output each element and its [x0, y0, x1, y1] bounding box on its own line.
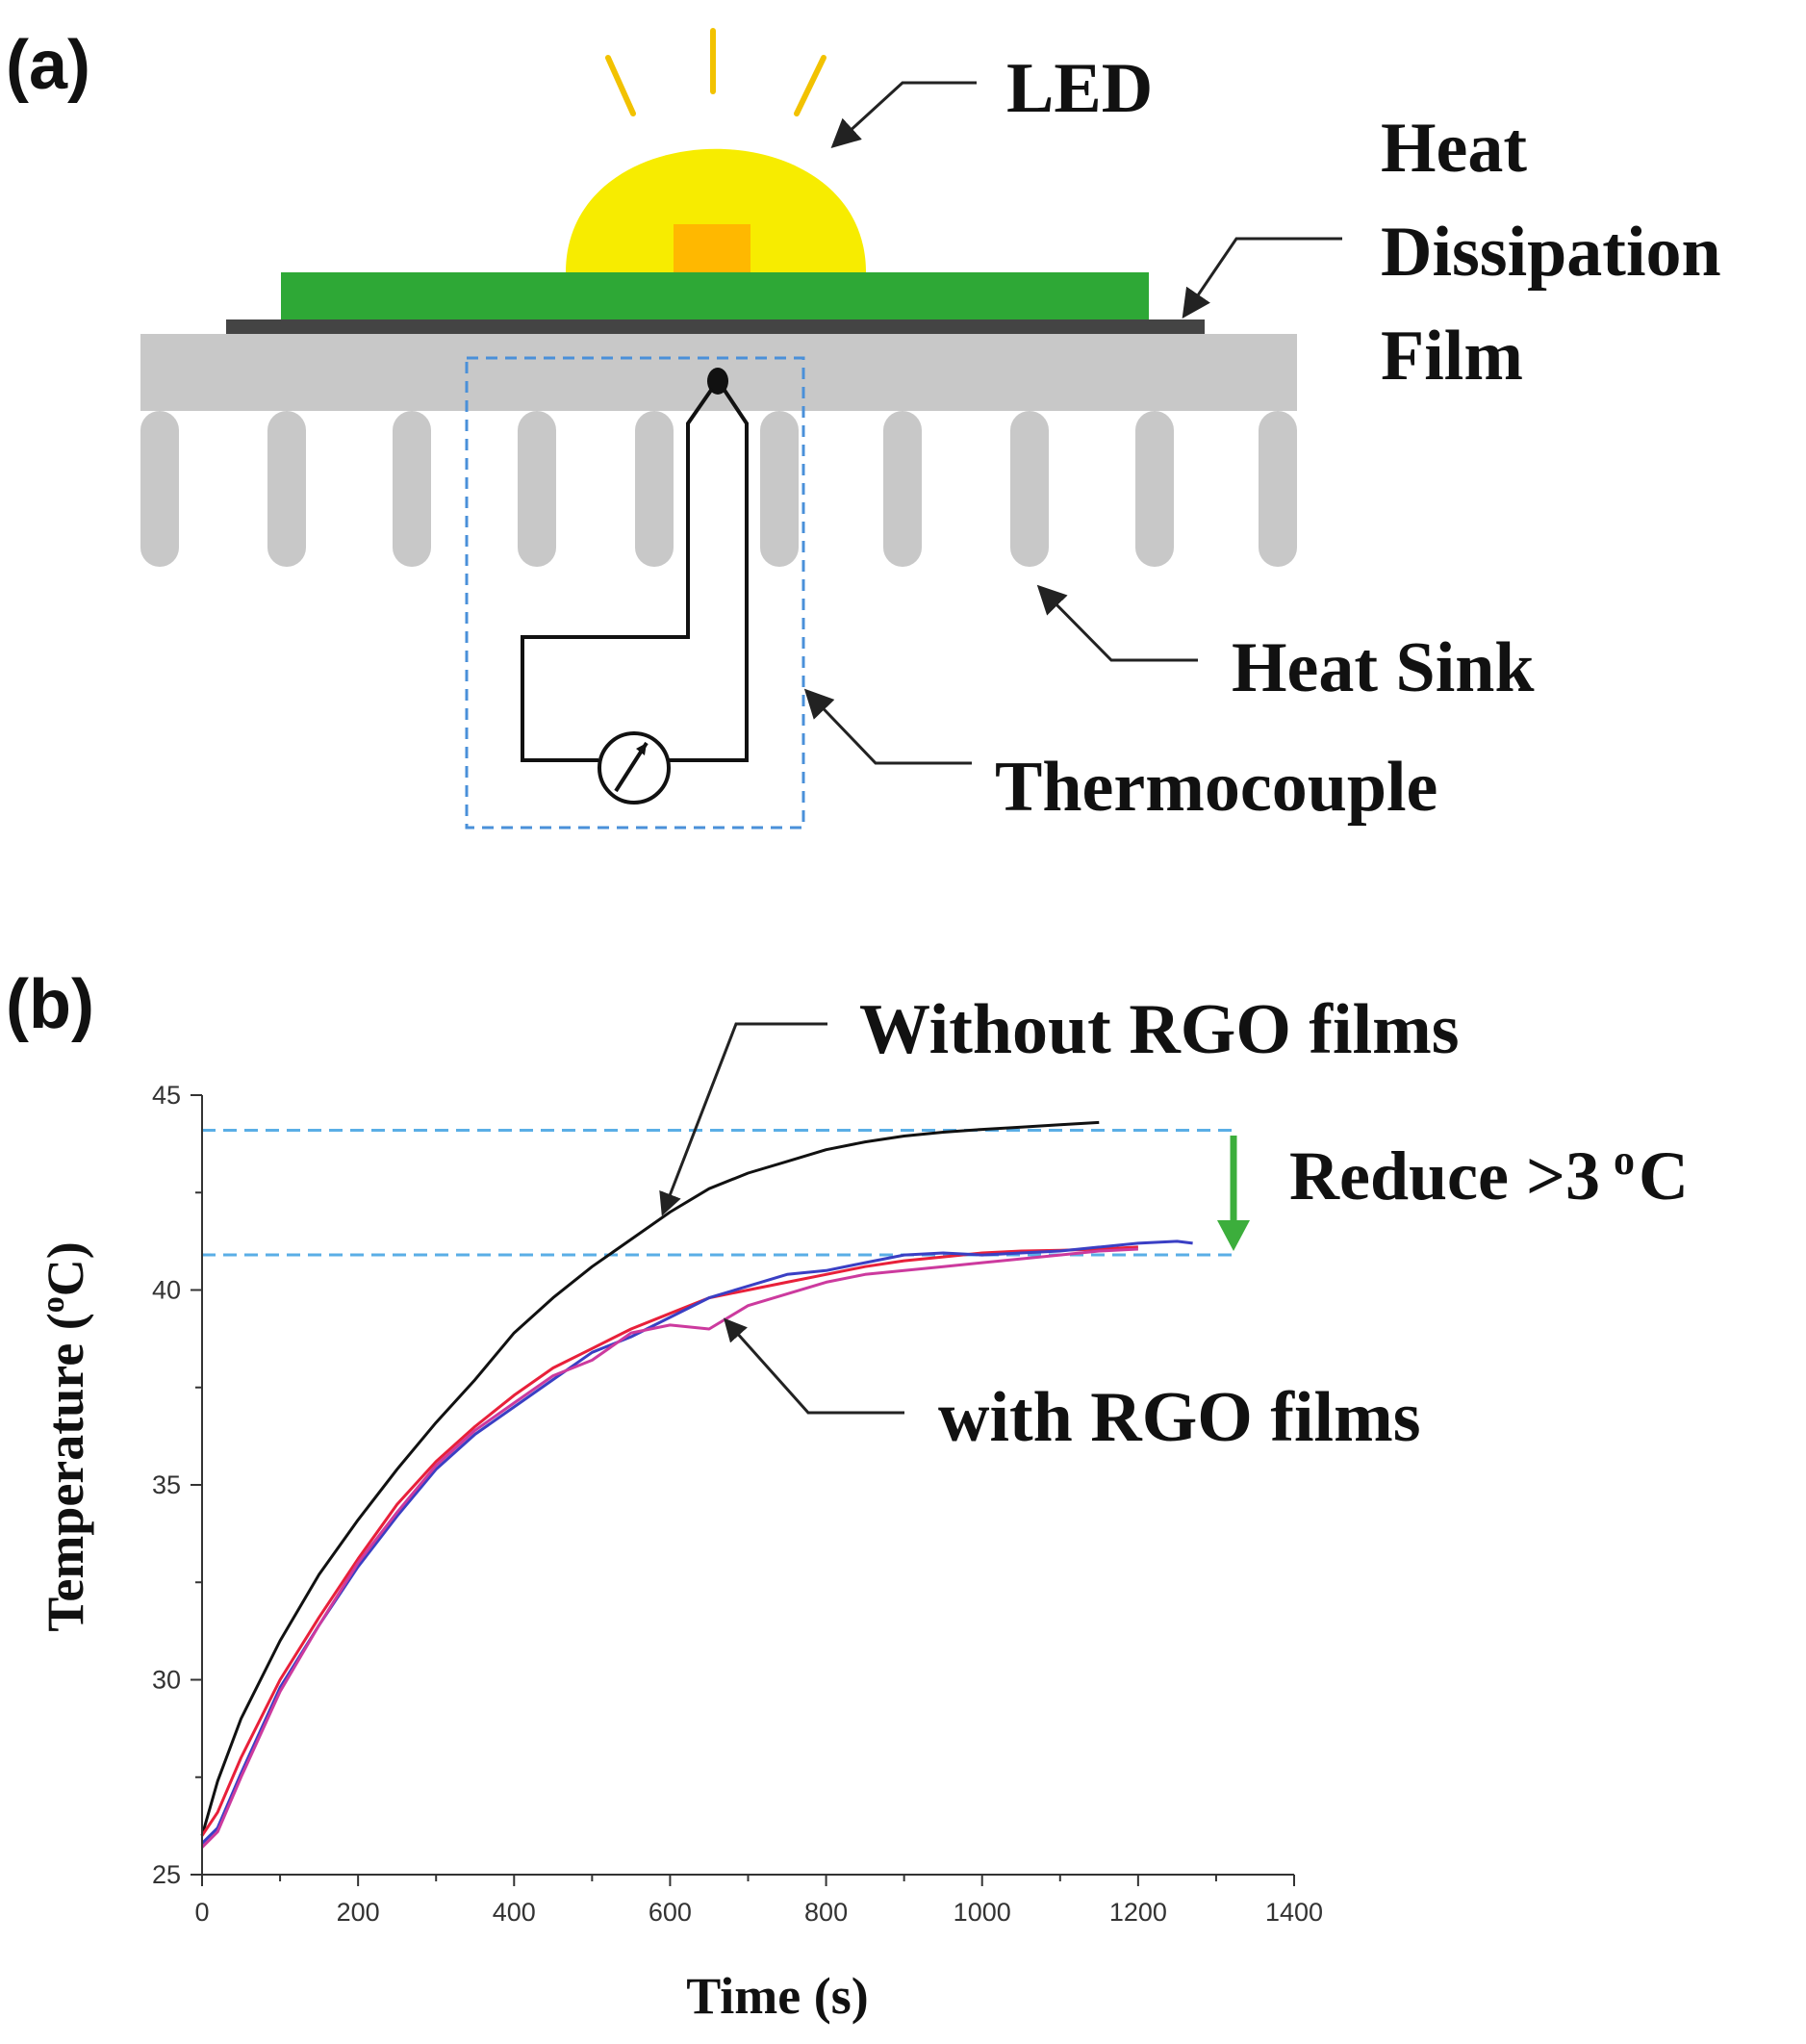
- series-line-1: [200, 1120, 1100, 1836]
- series-line-3: [200, 1239, 1193, 1845]
- x-tick-label: 1000: [954, 1898, 1011, 1927]
- substrate-layer: [226, 319, 1205, 334]
- led-leader: [830, 81, 977, 149]
- led-callout: LED: [1006, 49, 1153, 128]
- panel-b-label: (b): [6, 966, 94, 1043]
- y-axis-title: Temperature (oC): [36, 1241, 94, 1631]
- y-tick-label: 35: [152, 1470, 181, 1499]
- y-tick-label: 30: [152, 1666, 181, 1695]
- panel-a: (a): [6, 27, 1721, 830]
- heat-sink-callout: Heat Sink: [1232, 628, 1535, 707]
- temperature-chart: 0 200 400 600 800 1000 1200 1400 25 30 35 40 45: [152, 1081, 1323, 1927]
- film-callout-line3: Film: [1381, 317, 1523, 396]
- heat-sink-leader: [1036, 584, 1198, 662]
- panel-b: (b) 0 200 400 600 800 1000 1200 1400 25 30 35 40 45…: [6, 966, 1689, 2025]
- y-tick-label: 25: [152, 1860, 181, 1889]
- film-callout-line2: Dissipation: [1381, 213, 1721, 292]
- sun-ray-icon: [605, 28, 827, 116]
- heat-sink: [140, 334, 1297, 567]
- reduce-arrow: [1217, 1136, 1250, 1251]
- x-tick-label: 200: [337, 1898, 380, 1927]
- thermocouple-box: [465, 356, 805, 830]
- with-rgo-leader: [724, 1317, 904, 1415]
- reduce-label: Reduce >3 oC: [1289, 1137, 1689, 1214]
- with-rgo-label: with RGO films: [938, 1378, 1421, 1457]
- y-ticks: 25 30 35 40 45: [152, 1081, 202, 1889]
- chart-axes: [201, 1095, 1294, 1876]
- panel-a-label: (a): [6, 27, 90, 104]
- x-tick-label: 400: [493, 1898, 536, 1927]
- led-chip: [674, 224, 750, 272]
- y-tick-label: 45: [152, 1081, 181, 1110]
- x-ticks: 0 200 400 600 800 1000 1200 1400: [194, 1875, 1323, 1927]
- gauge-meter-icon: [598, 731, 671, 805]
- chart-series: [200, 1120, 1193, 1849]
- thermocouple-leader: [803, 688, 972, 765]
- x-tick-label: 800: [804, 1898, 848, 1927]
- thermocouple-wire: [521, 368, 749, 762]
- film-leader: [1182, 237, 1342, 319]
- y-tick-label: 40: [152, 1276, 181, 1305]
- film-callout-line1: Heat: [1381, 109, 1527, 188]
- x-tick-label: 1200: [1109, 1898, 1167, 1927]
- x-tick-label: 1400: [1265, 1898, 1323, 1927]
- heat-dissipation-film: [281, 272, 1149, 319]
- x-axis-title: Time (s): [686, 1967, 868, 2025]
- x-tick-label: 600: [649, 1898, 692, 1927]
- series-line-4: [200, 1247, 1138, 1849]
- thermocouple-callout: Thermocouple: [995, 748, 1437, 827]
- reference-lines: [202, 1128, 1236, 1257]
- without-rgo-label: Without RGO films: [859, 990, 1460, 1069]
- x-tick-label: 0: [194, 1898, 209, 1927]
- without-rgo-leader: [659, 1022, 827, 1216]
- led-dome: [566, 148, 866, 272]
